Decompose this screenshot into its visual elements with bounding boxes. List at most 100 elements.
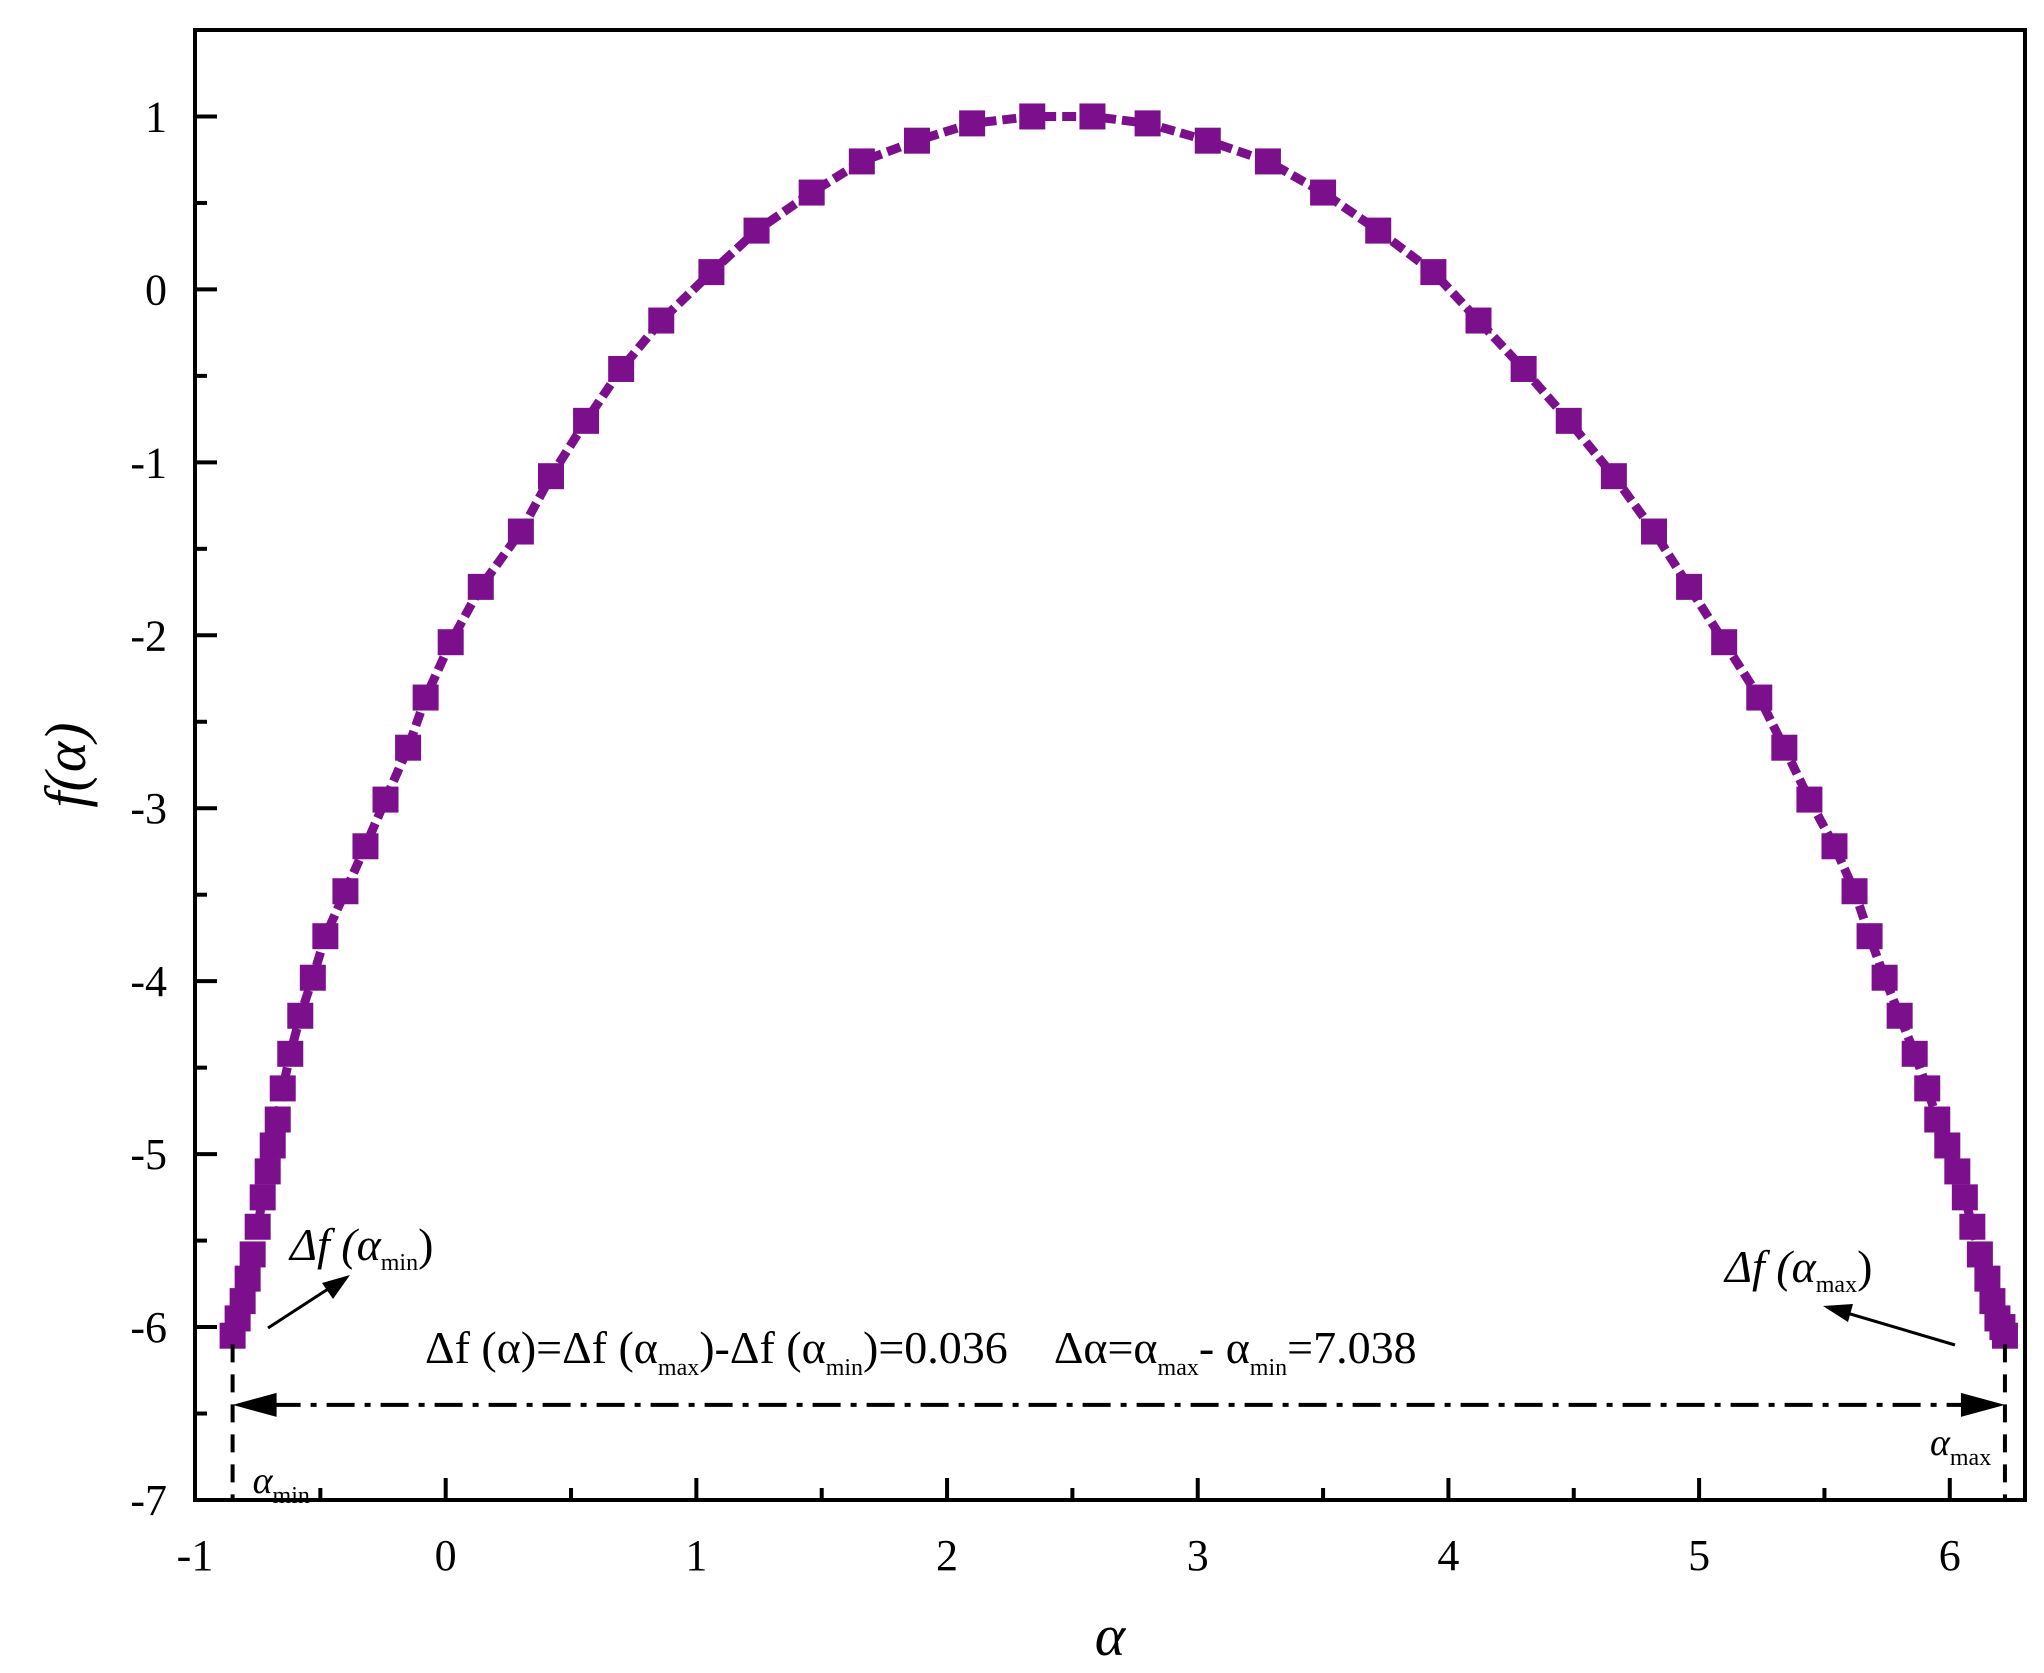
data-point xyxy=(264,1106,291,1133)
data-point xyxy=(537,463,564,490)
y-tick-label: 1 xyxy=(145,92,167,141)
x-tick-label: 3 xyxy=(1187,1531,1209,1580)
data-point xyxy=(259,1132,286,1159)
data-point xyxy=(1465,307,1492,334)
data-point xyxy=(1555,407,1582,434)
data-point xyxy=(312,923,339,950)
data-point xyxy=(1711,629,1738,656)
data-point xyxy=(1934,1132,1961,1159)
plot-frame xyxy=(193,28,2027,1502)
data-point xyxy=(1134,110,1161,137)
y-tick-label: -6 xyxy=(130,1303,167,1352)
data-point xyxy=(959,110,986,137)
data-point xyxy=(1821,833,1848,860)
delta-f-min-label: Δf (αmin) xyxy=(288,1219,433,1276)
annotation-layer: αmin αmax Δf (αmin) Δf (αmax) Δf (α)=Δf (αma… xyxy=(230,1219,2007,1509)
data-point xyxy=(743,217,770,244)
data-point xyxy=(1901,1040,1928,1067)
data-point xyxy=(1310,179,1337,206)
data-point xyxy=(1886,1002,1913,1029)
delta-f-max-arrow xyxy=(1829,1306,1956,1347)
y-tick-labels: 1 0 -1 -2 -3 -4 -5 -6 -7 xyxy=(130,92,167,1525)
y-tick-label: -3 xyxy=(130,784,167,833)
data-point xyxy=(395,734,422,761)
data-point xyxy=(1254,148,1281,175)
data-point xyxy=(1420,259,1447,286)
data-point xyxy=(698,259,725,286)
data-point xyxy=(1856,923,1883,950)
alpha-min-label: αmin xyxy=(253,1460,310,1509)
x-tick-labels: -1 0 1 2 3 4 5 6 xyxy=(177,1531,1961,1580)
range-arrow-head-right xyxy=(1960,1392,2005,1417)
y-tick-label: -7 xyxy=(130,1476,167,1525)
data-point xyxy=(648,307,675,334)
data-point xyxy=(1510,355,1537,382)
data-point xyxy=(437,629,464,656)
data-point xyxy=(1079,103,1106,130)
data-point xyxy=(372,786,399,813)
data-point xyxy=(608,355,635,382)
data-point xyxy=(1974,1265,2001,1292)
x-axis-title: α xyxy=(1095,1603,1127,1668)
data-point xyxy=(1019,103,1046,130)
data-point xyxy=(1796,786,1823,813)
range-arrow-head-left xyxy=(232,1392,277,1417)
data-point xyxy=(1771,734,1798,761)
data-point xyxy=(1640,518,1667,545)
data-point xyxy=(1676,573,1703,600)
x-tick-label: 1 xyxy=(685,1531,707,1580)
series-layer xyxy=(219,103,2018,1349)
data-point xyxy=(1944,1158,1971,1185)
data-point xyxy=(254,1158,281,1185)
data-point xyxy=(1959,1213,1986,1240)
equation-text: Δf (α)=Δf (αmax)-Δf (αmin)=0.036 Δα=αmax… xyxy=(425,1322,1417,1381)
y-axis-title: f(α) xyxy=(33,722,98,807)
data-point xyxy=(412,684,439,711)
data-point xyxy=(1924,1106,1951,1133)
data-point xyxy=(1966,1241,1993,1268)
data-point xyxy=(1871,964,1898,991)
data-point xyxy=(573,407,600,434)
y-tick-label: 0 xyxy=(145,265,167,314)
data-point xyxy=(244,1213,271,1240)
alpha-max-label: αmax xyxy=(1930,1422,1991,1471)
data-point xyxy=(234,1265,261,1292)
x-tick-label: 5 xyxy=(1688,1531,1710,1580)
data-point xyxy=(1841,878,1868,905)
series-line xyxy=(228,111,2010,1337)
data-point xyxy=(299,964,326,991)
y-tick-label: -1 xyxy=(130,438,167,487)
delta-f-max-arrowhead xyxy=(1823,1304,1853,1322)
x-tick-label: 6 xyxy=(1939,1531,1961,1580)
data-point xyxy=(352,833,379,860)
x-tick-label: 2 xyxy=(936,1531,958,1580)
data-point xyxy=(1194,127,1221,154)
x-tick-label: 0 xyxy=(435,1531,457,1580)
data-point xyxy=(269,1075,296,1102)
data-point xyxy=(287,1002,314,1029)
data-point xyxy=(848,148,875,175)
data-point xyxy=(1365,217,1392,244)
data-point xyxy=(1746,684,1773,711)
x-tick-label: 4 xyxy=(1437,1531,1459,1580)
data-point xyxy=(332,878,359,905)
y-tick-label: -2 xyxy=(130,611,167,660)
y-tick-label: -4 xyxy=(130,957,167,1006)
data-point xyxy=(798,179,825,206)
data-point xyxy=(229,1288,256,1315)
axis-ticks xyxy=(193,114,1952,1502)
data-point xyxy=(507,518,534,545)
data-point xyxy=(467,573,494,600)
data-point xyxy=(903,127,930,154)
data-point xyxy=(1914,1075,1941,1102)
y-tick-label: -5 xyxy=(130,1130,167,1179)
delta-f-max-label: Δf (αmax) xyxy=(1723,1241,1872,1298)
delta-f-min-arrowhead xyxy=(322,1275,350,1299)
data-point xyxy=(1951,1184,1978,1211)
data-point xyxy=(1600,463,1627,490)
data-point xyxy=(239,1241,266,1268)
data-point xyxy=(277,1040,304,1067)
data-point xyxy=(249,1184,276,1211)
x-tick-label: -1 xyxy=(177,1531,214,1580)
